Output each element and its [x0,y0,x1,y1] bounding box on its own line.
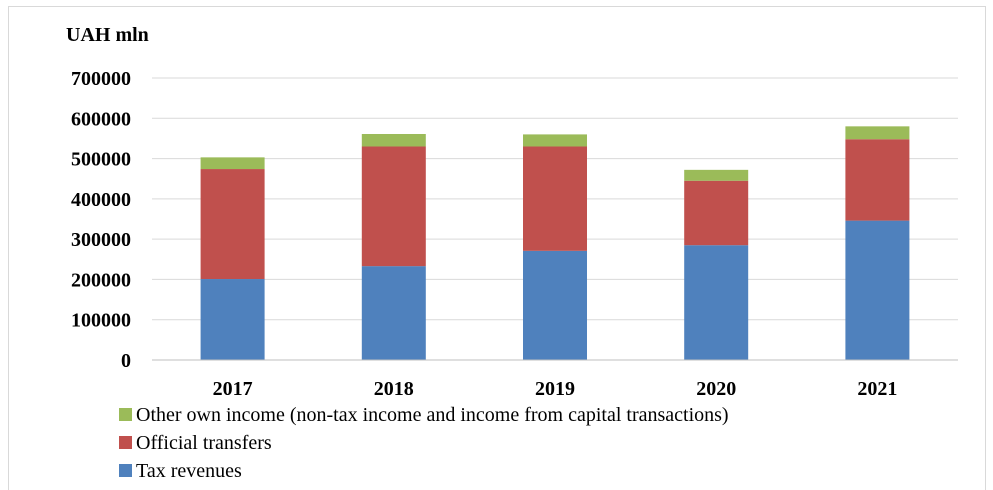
legend-swatch [119,464,132,477]
x-tick-label: 2017 [213,378,253,400]
bar-segment-2017-series-0 [200,279,265,360]
legend-label: Other own income (non-tax income and inc… [136,404,729,426]
y-unit-label: UAH mln [66,24,149,46]
bar-segment-2018-series-0 [361,266,426,360]
y-tick-label: 0 [121,350,131,372]
x-tick-label: 2020 [696,378,736,400]
bar-segment-2019-series-1 [523,146,587,251]
bar-segment-2021-series-2 [845,126,910,140]
y-tick-label: 300000 [71,229,131,251]
legend-swatch [119,408,132,421]
bar-segment-2020-series-0 [684,245,749,360]
x-tick-label: 2018 [374,378,414,400]
bar-segment-2019-series-2 [523,134,587,147]
y-tick-label: 600000 [71,108,131,130]
bar-segment-2018-series-1 [361,146,426,267]
x-tick-label: 2019 [535,378,575,400]
chart-frame [8,6,986,490]
y-tick-label: 100000 [71,310,131,332]
x-axis-ticks: 2017 2018 2019 2020 2021 [213,378,898,400]
legend-swatch [119,436,132,449]
bar-segment-2020-series-2 [684,169,749,181]
legend-label: Official transfers [136,432,272,454]
bar-segment-2017-series-1 [200,169,265,280]
y-tick-label: 200000 [71,269,131,291]
bar-segment-2020-series-1 [684,180,749,246]
x-tick-label: 2021 [857,378,897,400]
y-tick-label: 400000 [71,189,131,211]
y-tick-label: 500000 [71,149,131,171]
legend: Other own income (non-tax income and inc… [119,404,729,482]
bar-segment-2017-series-2 [200,157,265,170]
bars [200,126,910,360]
y-axis-ticks: 0 100000 200000 300000 400000 500000 600000 700… [71,68,131,372]
legend-label: Tax revenues [136,460,242,482]
bar-segment-2021-series-1 [845,139,910,221]
y-tick-label: 700000 [71,68,131,90]
bar-segment-2018-series-2 [361,133,426,147]
bar-segment-2021-series-0 [845,220,910,360]
bar-segment-2019-series-0 [523,250,587,360]
